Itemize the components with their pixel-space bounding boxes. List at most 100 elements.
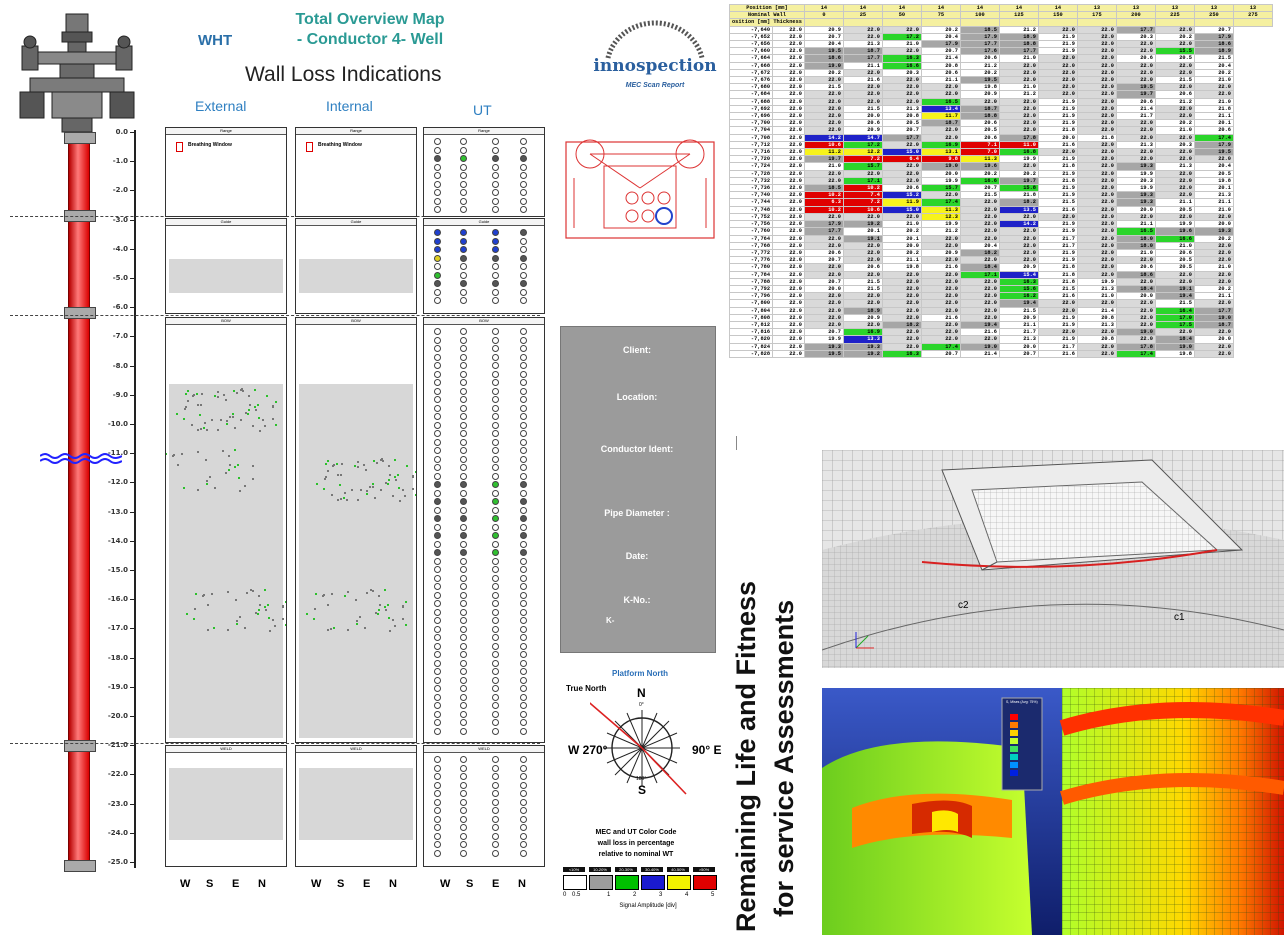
- sheet-thickness-cell[interactable]: 20.5: [1154, 263, 1195, 272]
- sheet-thickness-cell[interactable]: 22.0: [1115, 126, 1156, 135]
- sheet-thickness-cell[interactable]: 7.4: [842, 191, 883, 200]
- sheet-thickness-cell[interactable]: 21.8: [1037, 263, 1078, 272]
- sheet-nominal-cell[interactable]: 22.0: [772, 306, 805, 315]
- sheet-position-cell[interactable]: -7,788: [729, 277, 773, 286]
- sheet-thickness-cell[interactable]: 17.1: [842, 176, 883, 186]
- sheet-thickness-cell[interactable]: 20.4: [803, 40, 844, 49]
- sheet-thickness-cell[interactable]: 18.8: [998, 40, 1039, 49]
- sheet-thickness-cell[interactable]: 19.5: [803, 349, 844, 358]
- sheet-nominal-cell[interactable]: 22.0: [772, 328, 805, 337]
- sheet-thickness-cell[interactable]: 22.0: [1154, 277, 1195, 286]
- sheet-thickness-cell[interactable]: 19.3: [1115, 191, 1156, 200]
- sheet-nominal-cell[interactable]: 22.0: [772, 169, 805, 178]
- sheet-thickness-cell[interactable]: 22.0: [803, 306, 844, 315]
- sheet-thickness-cell[interactable]: 16.3: [998, 277, 1039, 286]
- sheet-thickness-cell[interactable]: 20.2: [998, 169, 1039, 178]
- sheet-thickness-cell[interactable]: 21.2: [920, 227, 961, 236]
- sheet-thickness-cell[interactable]: 21.3: [1076, 320, 1117, 330]
- sheet-thickness-cell[interactable]: 20.1: [1193, 119, 1234, 128]
- sheet-thickness-cell[interactable]: 10.6: [803, 140, 844, 150]
- sheet-nominal-cell[interactable]: 22.0: [772, 140, 805, 150]
- sheet-nominal-cell[interactable]: 22.0: [772, 54, 805, 63]
- sheet-thickness-cell[interactable]: 22.0: [842, 68, 883, 78]
- sheet-thickness-cell[interactable]: 22.0: [1154, 133, 1195, 142]
- sheet-position-cell[interactable]: -7,712: [729, 140, 773, 150]
- sheet-thickness-cell[interactable]: 22.0: [1115, 313, 1156, 322]
- sheet-thickness-cell[interactable]: 20.0: [1037, 133, 1078, 142]
- sheet-thickness-cell[interactable]: 22.0: [1193, 328, 1234, 337]
- sheet-thickness-cell[interactable]: 22.0: [803, 263, 844, 272]
- sheet-thickness-cell[interactable]: 22.0: [842, 256, 883, 265]
- sheet-thickness-cell[interactable]: 18.6: [803, 54, 844, 63]
- sheet-thickness-cell[interactable]: 22.0: [1037, 54, 1078, 63]
- sheet-thickness-cell[interactable]: 19.9: [998, 155, 1039, 164]
- sheet-thickness-cell[interactable]: 22.0: [842, 90, 883, 99]
- sheet-thickness-cell[interactable]: 21.3: [1115, 140, 1156, 150]
- sheet-thickness-cell[interactable]: 21.6: [1037, 349, 1078, 358]
- sheet-thickness-cell[interactable]: 22.0: [1076, 126, 1117, 135]
- sheet-thickness-cell[interactable]: 19.5: [803, 47, 844, 56]
- sheet-thickness-cell[interactable]: 21.4: [1076, 306, 1117, 315]
- sheet-thickness-cell[interactable]: 15.5: [1154, 47, 1195, 56]
- sheet-thickness-cell[interactable]: 18.4: [1154, 335, 1195, 344]
- sheet-thickness-cell[interactable]: 22.0: [1193, 299, 1234, 308]
- sheet-thickness-cell[interactable]: 21.5: [1154, 299, 1195, 308]
- sheet-thickness-cell[interactable]: 22.0: [881, 284, 922, 294]
- sheet-thickness-cell[interactable]: 22.0: [959, 205, 1000, 214]
- sheet-thickness-cell[interactable]: 21.1: [1193, 112, 1234, 121]
- sheet-thickness-cell[interactable]: 15.0: [881, 148, 922, 157]
- sheet-thickness-cell[interactable]: 21.2: [959, 61, 1000, 70]
- sheet-position-cell[interactable]: -7,792: [729, 284, 773, 294]
- sheet-thickness-cell[interactable]: 22.0: [1115, 61, 1156, 70]
- sheet-thickness-cell[interactable]: 20.7: [920, 349, 961, 358]
- sheet-thickness-cell[interactable]: 20.6: [920, 68, 961, 78]
- sheet-thickness-cell[interactable]: 22.0: [1037, 306, 1078, 315]
- sheet-position-cell[interactable]: -7,680: [729, 83, 773, 92]
- sheet-thickness-cell[interactable]: 20.0: [998, 342, 1039, 351]
- sheet-thickness-cell[interactable]: 21.3: [1076, 284, 1117, 294]
- sheet-thickness-cell[interactable]: 22.0: [1115, 335, 1156, 344]
- sheet-thickness-cell[interactable]: 21.9: [1037, 119, 1078, 128]
- sheet-thickness-cell[interactable]: 21.2: [998, 90, 1039, 99]
- sheet-thickness-cell[interactable]: 22.0: [1076, 241, 1117, 250]
- sheet-thickness-cell[interactable]: 22.0: [1154, 112, 1195, 121]
- sheet-nominal-cell[interactable]: 22.0: [772, 126, 805, 135]
- sheet-thickness-cell[interactable]: 21.7: [998, 328, 1039, 337]
- sheet-thickness-cell[interactable]: 20.8: [1076, 313, 1117, 322]
- sheet-thickness-cell[interactable]: 16.2: [998, 292, 1039, 301]
- sheet-position-cell[interactable]: -7,776: [729, 256, 773, 265]
- sheet-thickness-cell[interactable]: 20.7: [920, 47, 961, 56]
- sheet-thickness-cell[interactable]: 20.6: [842, 263, 883, 272]
- sheet-thickness-cell[interactable]: 11.0: [998, 140, 1039, 150]
- sheet-thickness-cell[interactable]: 20.9: [959, 90, 1000, 99]
- sheet-thickness-cell[interactable]: 22.0: [998, 97, 1039, 106]
- sheet-thickness-cell[interactable]: 22.0: [881, 212, 922, 222]
- sheet-thickness-cell[interactable]: 19.8: [881, 263, 922, 272]
- sheet-thickness-cell[interactable]: 18.9: [1193, 47, 1234, 56]
- sheet-position-cell[interactable]: -7,812: [729, 320, 773, 330]
- sheet-thickness-cell[interactable]: 13.5: [998, 205, 1039, 214]
- sheet-thickness-cell[interactable]: 22.0: [959, 198, 1000, 207]
- sheet-thickness-cell[interactable]: 6.4: [881, 155, 922, 164]
- sheet-thickness-cell[interactable]: 21.6: [1037, 292, 1078, 301]
- sheet-thickness-cell[interactable]: 18.5: [803, 184, 844, 193]
- sheet-thickness-cell[interactable]: 22.0: [1076, 162, 1117, 171]
- sheet-thickness-cell[interactable]: 20.6: [1115, 54, 1156, 63]
- sheet-thickness-cell[interactable]: 21.3: [881, 104, 922, 114]
- sheet-thickness-cell[interactable]: 20.3: [1115, 32, 1156, 42]
- sheet-nominal-cell[interactable]: 22.0: [772, 277, 805, 286]
- sheet-thickness-cell[interactable]: 22.0: [959, 277, 1000, 286]
- sheet-thickness-cell[interactable]: 19.9: [920, 176, 961, 186]
- sheet-thickness-cell[interactable]: 22.0: [1037, 83, 1078, 92]
- sheet-thickness-cell[interactable]: 18.2: [998, 198, 1039, 207]
- sheet-thickness-cell[interactable]: 22.0: [1115, 299, 1156, 308]
- sheet-thickness-cell[interactable]: 11.3: [920, 205, 961, 214]
- sheet-thickness-cell[interactable]: 17.9: [803, 220, 844, 229]
- sheet-thickness-cell[interactable]: 15.0: [881, 205, 922, 214]
- sheet-thickness-cell[interactable]: 19.9: [803, 335, 844, 344]
- sheet-position-cell[interactable]: -7,700: [729, 119, 773, 128]
- sheet-thickness-cell[interactable]: 22.0: [920, 90, 961, 99]
- sheet-thickness-cell[interactable]: 19.8: [1154, 349, 1195, 358]
- sheet-thickness-cell[interactable]: 20.6: [959, 133, 1000, 142]
- sheet-thickness-cell[interactable]: 22.0: [803, 292, 844, 301]
